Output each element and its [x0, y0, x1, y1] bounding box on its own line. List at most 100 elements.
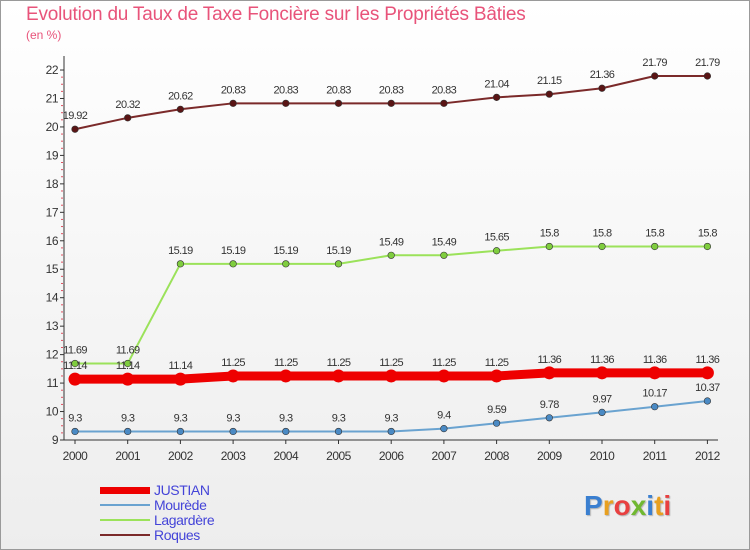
y-tick-label: 19 — [46, 148, 59, 162]
legend-label-roques: Roques — [154, 527, 200, 543]
data-point-roques — [493, 93, 501, 101]
data-point-lagardere — [440, 251, 448, 259]
data-label-mourede: 10.17 — [642, 388, 667, 400]
data-point-justian — [384, 369, 398, 383]
data-label-justian: 11.36 — [537, 354, 561, 366]
y-tick-label: 20 — [46, 120, 59, 134]
data-label-roques: 20.32 — [115, 99, 140, 111]
y-tick-label: 9 — [52, 433, 59, 447]
data-point-mourede — [124, 427, 132, 436]
proxiti-logo: Proxiti — [584, 490, 671, 522]
legend-label-justian: JUSTIAN — [154, 482, 210, 498]
y-tick-label: 16 — [46, 234, 59, 248]
x-tick-label: 2002 — [168, 449, 194, 463]
data-label-lagardere: 11.69 — [116, 344, 140, 356]
data-point-roques — [282, 99, 290, 107]
x-tick-label: 2007 — [432, 449, 458, 463]
data-point-lagardere — [545, 242, 553, 251]
data-point-mourede — [334, 427, 343, 436]
data-label-justian: 11.25 — [274, 357, 298, 369]
data-label-justian: 11.25 — [485, 357, 509, 369]
data-point-roques — [545, 90, 553, 98]
x-tick-label: 2010 — [590, 449, 616, 463]
data-point-lagardere — [493, 247, 501, 255]
data-label-roques: 19.92 — [63, 110, 88, 122]
legend-label-mourede: Mourède — [154, 497, 207, 513]
data-label-roques: 21.79 — [695, 57, 720, 69]
data-label-roques: 20.83 — [326, 84, 351, 96]
data-label-justian: 11.25 — [327, 357, 351, 369]
data-point-justian — [490, 369, 504, 383]
data-point-lagardere — [71, 359, 79, 368]
data-label-lagardere: 11.69 — [63, 344, 87, 356]
data-point-roques — [651, 72, 659, 80]
data-label-lagardere: 15.8 — [645, 227, 664, 239]
x-tick-label: 2011 — [643, 449, 668, 463]
data-label-justian: 11.25 — [221, 357, 245, 369]
data-label-roques: 20.62 — [168, 90, 193, 102]
x-tick-label: 2000 — [63, 449, 89, 463]
data-point-roques — [387, 99, 395, 107]
data-label-mourede: 9.4 — [437, 410, 451, 422]
data-label-mourede: 9.3 — [384, 412, 398, 424]
data-point-justian — [279, 369, 293, 383]
logo-letter: i — [646, 490, 655, 521]
data-label-mourede: 9.3 — [121, 412, 135, 424]
data-point-roques — [334, 99, 343, 107]
data-point-justian — [437, 369, 451, 383]
data-point-mourede — [493, 419, 501, 427]
data-label-mourede: 9.3 — [332, 412, 346, 424]
data-label-mourede: 9.3 — [279, 412, 293, 424]
data-label-lagardere: 15.19 — [326, 245, 351, 257]
data-point-lagardere — [598, 242, 606, 251]
logo-letter: i — [663, 490, 672, 521]
x-tick-label: 2012 — [695, 449, 721, 463]
data-label-lagardere: 15.49 — [432, 236, 457, 248]
y-tick-label: 12 — [46, 348, 59, 362]
legend-label-lagardere: Lagardère — [154, 512, 215, 528]
data-point-mourede — [440, 425, 448, 433]
data-point-justian — [332, 369, 345, 383]
data-point-roques — [703, 72, 712, 80]
data-point-roques — [229, 99, 237, 107]
data-point-mourede — [176, 427, 184, 436]
data-label-roques: 21.15 — [537, 75, 562, 87]
data-point-justian — [173, 372, 187, 386]
logo-letter: t — [654, 490, 664, 521]
data-point-lagardere — [651, 242, 659, 251]
data-label-mourede: 9.78 — [540, 399, 559, 411]
data-point-lagardere — [282, 260, 290, 268]
data-label-mourede: 9.97 — [592, 393, 611, 405]
legend-swatch-justian — [100, 487, 150, 494]
y-tick-label: 17 — [46, 205, 59, 219]
data-label-mourede: 9.3 — [226, 412, 240, 424]
data-label-justian: 11.25 — [432, 357, 456, 369]
legend-swatch-mourede — [100, 504, 150, 506]
x-tick-label: 2005 — [326, 449, 352, 463]
data-point-lagardere — [124, 359, 132, 368]
data-label-roques: 20.83 — [221, 84, 246, 96]
data-point-roques — [124, 114, 132, 122]
y-tick-label: 11 — [47, 376, 59, 390]
y-tick-label: 18 — [46, 177, 59, 191]
data-label-mourede: 9.3 — [68, 412, 82, 424]
data-label-lagardere: 15.8 — [592, 227, 611, 239]
data-point-lagardere — [334, 260, 343, 268]
data-label-lagardere: 15.65 — [484, 232, 509, 244]
legend-swatch-lagardere — [100, 519, 150, 521]
x-tick-label: 2004 — [273, 449, 299, 463]
logo-letter: x — [630, 490, 647, 521]
data-label-roques: 21.79 — [642, 57, 667, 69]
data-point-justian — [648, 366, 662, 380]
data-point-mourede — [545, 414, 553, 422]
data-label-lagardere: 15.19 — [221, 245, 246, 257]
data-point-justian — [700, 366, 714, 380]
unit-label: (en %) — [26, 28, 62, 42]
data-label-lagardere: 15.19 — [168, 245, 193, 257]
data-point-justian — [121, 372, 135, 386]
data-point-lagardere — [229, 260, 237, 268]
data-label-roques: 21.36 — [590, 69, 615, 81]
logo-letter: P — [584, 490, 603, 521]
